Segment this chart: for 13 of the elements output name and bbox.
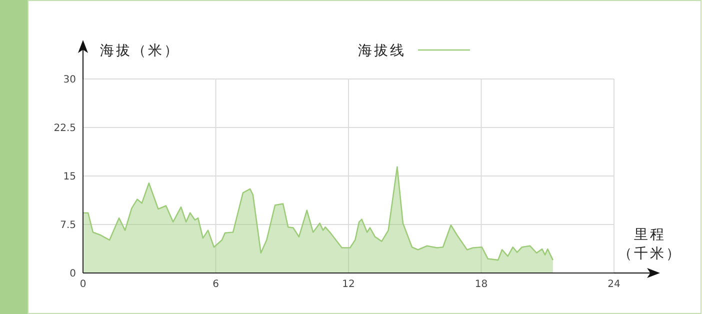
x-tick-label: 12	[342, 279, 355, 290]
x-tick-label: 24	[608, 279, 620, 290]
x-tick-label: 18	[474, 279, 488, 290]
y-tick-label: 0	[70, 268, 76, 280]
legend-label: 海拔线	[358, 43, 406, 59]
y-tick-label: 30	[63, 74, 76, 86]
y-tick-label: 7.5	[60, 220, 76, 231]
y-tick-label: 15	[63, 172, 76, 182]
x-tick-label: 0	[80, 279, 86, 290]
x-tick-label: 6	[212, 279, 219, 290]
x-axis-title: 里程（千米）	[618, 227, 682, 262]
y-axis-title: 海拔（米）	[100, 43, 180, 59]
y-tick-label: 22.5	[54, 123, 76, 134]
